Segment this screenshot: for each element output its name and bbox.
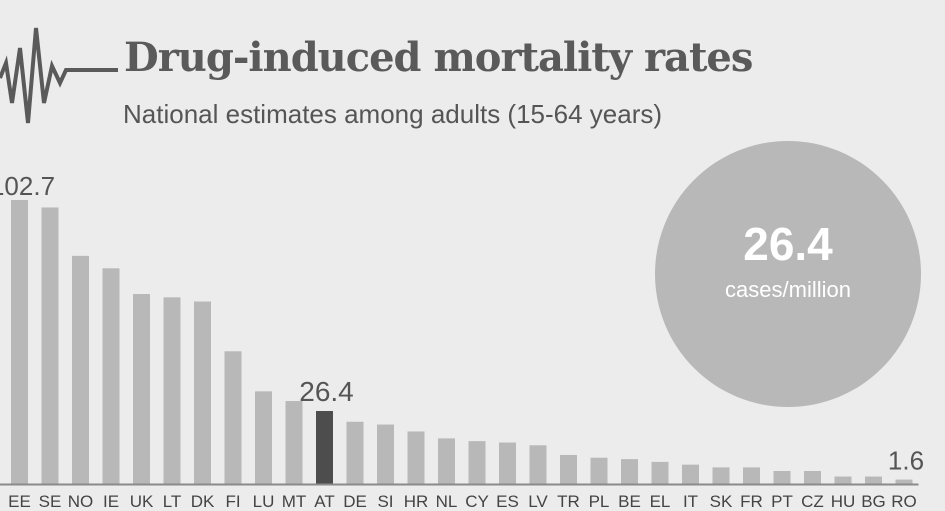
- data-label-ee: 102.7: [0, 171, 55, 201]
- bar-mt: [285, 401, 303, 484]
- bar-se: [41, 207, 59, 484]
- bar-sk: [712, 467, 730, 484]
- x-tick-label: TR: [557, 492, 580, 511]
- bar-tr: [560, 454, 577, 484]
- x-tick-label: SE: [39, 492, 62, 511]
- x-tick-label: LV: [528, 492, 548, 511]
- x-tick-label: DK: [191, 492, 215, 511]
- x-tick-label: LU: [253, 492, 275, 511]
- x-tick-label: PL: [589, 492, 610, 511]
- x-tick-label: FR: [740, 492, 763, 511]
- bar-bg: [865, 476, 882, 484]
- bar-nl: [438, 438, 455, 484]
- heartbeat-icon: [0, 27, 118, 124]
- bar-dk: [194, 301, 211, 484]
- x-tick-label: UK: [130, 492, 154, 511]
- bar-de: [346, 421, 364, 484]
- x-tick-label: LT: [163, 492, 182, 511]
- page-title: Drug-induced mortality rates: [124, 34, 753, 81]
- bar-uk: [133, 294, 150, 484]
- x-tick-label: ES: [496, 492, 519, 511]
- page-subtitle: National estimates among adults (15-64 y…: [123, 99, 663, 129]
- bar-at: [316, 410, 333, 484]
- x-tick-label: BG: [861, 492, 886, 511]
- bar-lv: [529, 445, 547, 484]
- x-tick-label: HU: [831, 492, 856, 511]
- bar-lu: [255, 391, 272, 484]
- bar-ro: [895, 479, 913, 484]
- x-tick-label: CY: [465, 492, 489, 511]
- bar-cz: [804, 471, 821, 484]
- bar-hr: [407, 431, 425, 484]
- highlight-circle: 26.4 cases/million: [655, 141, 921, 407]
- bar-pt: [773, 471, 791, 484]
- x-tick-label: NL: [436, 492, 458, 511]
- bar-es: [499, 442, 516, 484]
- x-tick-label: RO: [891, 492, 917, 511]
- bar-fi: [224, 351, 242, 484]
- bar-cy: [468, 441, 486, 484]
- x-tick-label: MT: [282, 492, 307, 511]
- x-tick-label: FI: [225, 492, 240, 511]
- x-tick-label: AT: [314, 492, 334, 511]
- x-tick-label: EL: [650, 492, 671, 511]
- x-tick-label: DE: [343, 492, 367, 511]
- bar-ee: [11, 200, 28, 484]
- x-tick-label: PT: [771, 492, 793, 511]
- x-tick-label: CZ: [801, 492, 824, 511]
- x-tick-label: HR: [404, 492, 429, 511]
- x-tick-label: IT: [683, 492, 698, 511]
- bar-be: [621, 459, 638, 484]
- x-tick-label: SK: [710, 492, 733, 511]
- bar-ie: [102, 268, 120, 484]
- bar-it: [682, 464, 699, 484]
- x-tick-label: NO: [68, 492, 94, 511]
- bar-el: [651, 461, 669, 484]
- bar-no: [72, 255, 89, 484]
- x-tick-label: IE: [103, 492, 119, 511]
- highlight-value: 26.4: [743, 218, 833, 270]
- bar-hu: [834, 476, 852, 484]
- bar-lt: [163, 297, 181, 484]
- x-tick-label: BE: [618, 492, 641, 511]
- highlight-unit: cases/million: [725, 277, 851, 302]
- data-label-ro: 1.6: [888, 446, 924, 476]
- bar-si: [377, 424, 394, 484]
- data-label-at: 26.4: [299, 376, 354, 407]
- bar-pl: [590, 457, 608, 484]
- bar-fr: [743, 467, 760, 484]
- x-tick-label: EE: [8, 492, 31, 511]
- x-tick-label: SI: [377, 492, 393, 511]
